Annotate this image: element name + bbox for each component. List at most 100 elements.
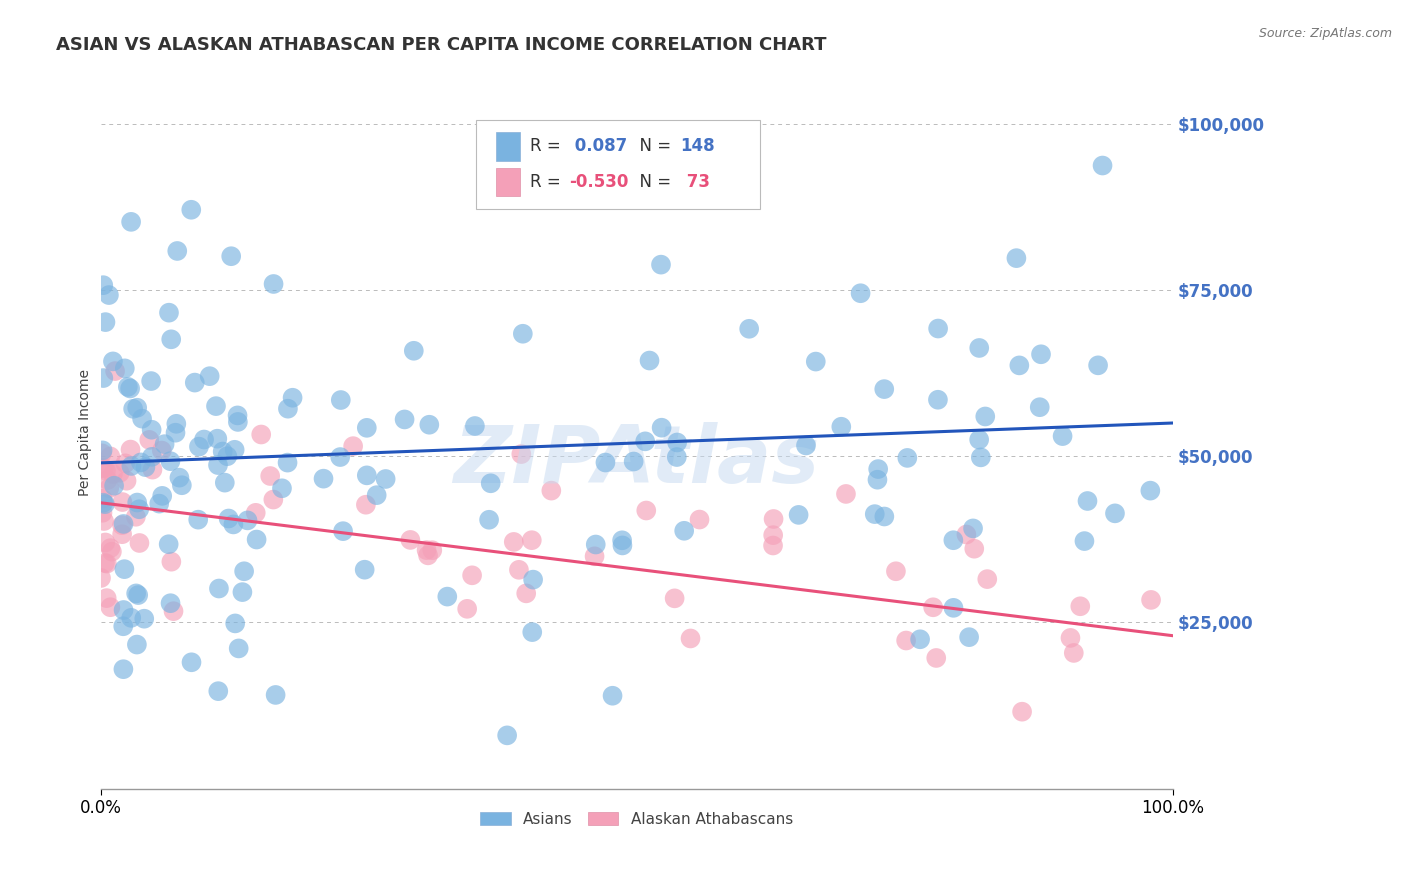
Point: [128, 536, 150, 550]
Point: [188, 440, 211, 454]
Point: [170, 478, 193, 492]
Point: [927, 321, 949, 335]
Point: [94, 315, 117, 329]
Point: [602, 689, 624, 703]
Text: N =: N =: [628, 137, 676, 155]
Point: [908, 632, 931, 647]
Point: [112, 619, 135, 633]
Point: [96, 591, 118, 606]
Point: [508, 563, 530, 577]
Text: ZIPAtlas: ZIPAtlas: [454, 423, 820, 500]
Point: [208, 582, 231, 596]
Point: [218, 511, 240, 525]
Point: [111, 527, 134, 541]
Point: [94, 464, 117, 478]
Point: [689, 512, 711, 526]
Point: [976, 572, 998, 586]
Point: [98, 450, 121, 464]
Point: [1076, 494, 1098, 508]
Point: [1063, 646, 1085, 660]
Point: [245, 506, 267, 520]
Point: [150, 443, 173, 458]
Point: [233, 564, 256, 578]
Point: [211, 444, 233, 458]
Point: [673, 524, 696, 538]
Point: [90, 461, 112, 475]
Point: [165, 417, 187, 431]
Point: [1029, 401, 1052, 415]
Legend: Asians, Alaskan Athabascans: Asians, Alaskan Athabascans: [472, 804, 800, 834]
Point: [664, 591, 686, 606]
Point: [873, 382, 896, 396]
Point: [332, 524, 354, 538]
Point: [970, 450, 993, 465]
Point: [259, 469, 281, 483]
Point: [231, 585, 253, 599]
Text: -0.530: -0.530: [569, 173, 628, 191]
Point: [101, 544, 124, 558]
Point: [356, 421, 378, 435]
Text: 0.087: 0.087: [569, 137, 627, 155]
Point: [127, 401, 149, 415]
Point: [502, 535, 524, 549]
Point: [967, 341, 990, 355]
Point: [595, 456, 617, 470]
Point: [112, 516, 135, 531]
Point: [1052, 429, 1074, 443]
Point: [94, 497, 117, 511]
Point: [366, 488, 388, 502]
Point: [464, 419, 486, 434]
Point: [416, 549, 439, 563]
Point: [942, 533, 965, 548]
Point: [762, 528, 785, 542]
Point: [115, 474, 138, 488]
Point: [456, 602, 478, 616]
Point: [263, 277, 285, 291]
Point: [127, 495, 149, 509]
Point: [402, 343, 425, 358]
Point: [787, 508, 810, 522]
Point: [762, 539, 785, 553]
Point: [894, 633, 917, 648]
Point: [762, 512, 785, 526]
Point: [329, 392, 352, 407]
Point: [896, 450, 918, 465]
Point: [93, 461, 115, 475]
Text: ASIAN VS ALASKAN ATHABASCAN PER CAPITA INCOME CORRELATION CHART: ASIAN VS ALASKAN ATHABASCAN PER CAPITA I…: [56, 36, 827, 54]
Text: 73: 73: [681, 173, 710, 191]
Point: [219, 249, 242, 263]
Point: [478, 513, 501, 527]
Point: [91, 443, 114, 458]
Text: R =: R =: [530, 137, 567, 155]
Point: [162, 604, 184, 618]
Point: [159, 454, 181, 468]
Point: [193, 433, 215, 447]
Point: [125, 586, 148, 600]
Point: [160, 332, 183, 346]
Point: [922, 600, 945, 615]
Text: 148: 148: [681, 137, 716, 155]
Point: [585, 537, 607, 551]
Point: [120, 215, 142, 229]
Point: [108, 466, 131, 480]
Point: [884, 564, 907, 578]
Point: [399, 533, 422, 547]
Point: [169, 470, 191, 484]
Point: [91, 371, 114, 385]
Point: [679, 632, 702, 646]
Point: [101, 354, 124, 368]
Point: [496, 728, 519, 742]
Point: [157, 537, 180, 551]
Point: [120, 611, 142, 625]
Point: [665, 450, 688, 464]
Point: [830, 419, 852, 434]
Point: [271, 481, 294, 495]
Point: [630, 189, 652, 203]
Point: [262, 492, 284, 507]
Point: [205, 399, 228, 413]
Point: [96, 557, 118, 571]
Point: [224, 616, 246, 631]
Point: [1059, 631, 1081, 645]
Point: [246, 533, 269, 547]
Point: [91, 491, 114, 506]
